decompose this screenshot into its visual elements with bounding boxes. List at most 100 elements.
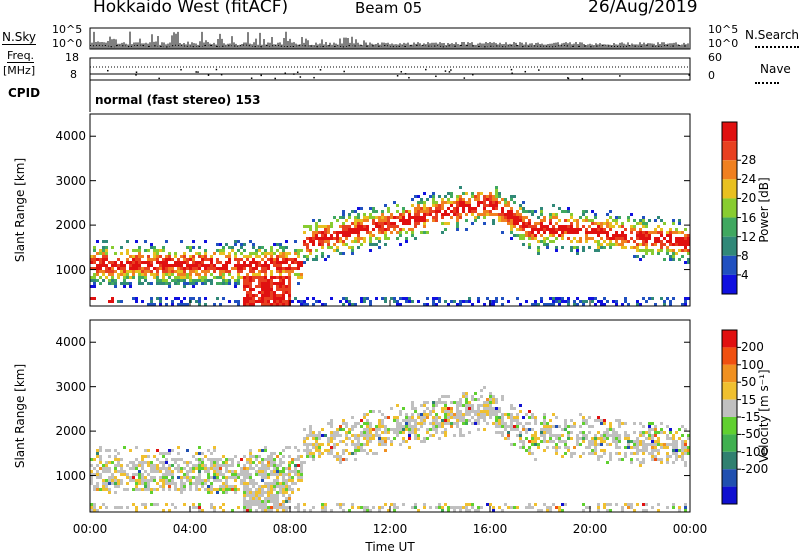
heat-cell: [348, 509, 351, 512]
heat-cell: [477, 297, 480, 300]
heat-cell: [363, 431, 366, 434]
heat-cell: [120, 473, 123, 476]
heat-cell: [366, 425, 369, 428]
heat-cell: [303, 449, 306, 452]
heat-cell: [441, 222, 444, 225]
heat-cell: [330, 422, 333, 425]
heat-cell: [255, 458, 258, 461]
heat-cell: [552, 503, 555, 506]
heat-cell: [522, 446, 525, 449]
heat-cell: [528, 503, 531, 506]
heat-cell: [336, 231, 339, 234]
heat-cell: [285, 267, 288, 270]
x-tick-label: 16:00: [472, 522, 508, 536]
heat-cell: [477, 416, 480, 419]
heat-cell: [288, 461, 291, 464]
heat-cell: [513, 195, 516, 198]
heat-cell: [180, 488, 183, 491]
heat-cell: [516, 216, 519, 219]
heat-cell: [549, 434, 552, 437]
heat-cell: [435, 425, 438, 428]
heat-cell: [432, 419, 435, 422]
heat-cell: [471, 506, 474, 509]
heat-cell: [342, 228, 345, 231]
heat-cell: [477, 410, 480, 413]
heat-cell: [168, 473, 171, 476]
heat-cell: [255, 294, 258, 297]
heat-cell: [216, 267, 219, 270]
heat-cell: [150, 464, 153, 467]
heat-cell: [378, 509, 381, 512]
heat-cell: [567, 425, 570, 428]
heat-cell: [396, 506, 399, 509]
heat-cell: [372, 234, 375, 237]
heat-cell: [588, 452, 591, 455]
heat-cell: [171, 264, 174, 267]
heat-cell: [396, 237, 399, 240]
heat-cell: [294, 261, 297, 264]
freq-dot: [425, 68, 427, 71]
heat-cell: [201, 461, 204, 464]
heat-cell: [375, 237, 378, 240]
heat-cell: [273, 264, 276, 267]
heat-cell: [357, 216, 360, 219]
heat-cell: [108, 476, 111, 479]
heat-cell: [456, 195, 459, 198]
heat-cell: [576, 297, 579, 300]
heat-cell: [564, 503, 567, 506]
heat-cell: [426, 210, 429, 213]
heat-cell: [564, 210, 567, 213]
colorbar-swatch: [722, 217, 737, 237]
heat-cell: [231, 470, 234, 473]
heat-cell: [324, 434, 327, 437]
heat-cell: [450, 192, 453, 195]
heat-cell: [477, 198, 480, 201]
heat-cell: [486, 398, 489, 401]
heat-cell: [444, 431, 447, 434]
heat-cell: [99, 458, 102, 461]
heat-cell: [276, 479, 279, 482]
heat-cell: [192, 467, 195, 470]
heat-cell: [603, 303, 606, 306]
heat-cell: [615, 440, 618, 443]
heat-cell: [159, 282, 162, 285]
heat-cell: [105, 276, 108, 279]
heat-cell: [114, 285, 117, 288]
heat-cell: [147, 488, 150, 491]
heat-cell: [252, 482, 255, 485]
heat-cell: [270, 482, 273, 485]
heat-cell: [543, 416, 546, 419]
heat-cell: [501, 509, 504, 512]
heat-cell: [555, 237, 558, 240]
heat-cell: [237, 270, 240, 273]
heat-cell: [579, 228, 582, 231]
heat-cell: [225, 264, 228, 267]
heat-cell: [585, 219, 588, 222]
heat-cell: [264, 467, 267, 470]
heat-cell: [564, 452, 567, 455]
heat-cell: [267, 285, 270, 288]
heat-cell: [372, 210, 375, 213]
heat-cell: [540, 509, 543, 512]
heat-cell: [222, 246, 225, 249]
heat-cell: [219, 243, 222, 246]
heat-cell: [192, 297, 195, 300]
heat-cell: [114, 464, 117, 467]
heat-cell: [630, 231, 633, 234]
heat-cell: [162, 261, 165, 264]
heat-cell: [252, 479, 255, 482]
heat-cell: [258, 485, 261, 488]
heat-cell: [204, 455, 207, 458]
heat-cell: [501, 416, 504, 419]
heat-cell: [279, 252, 282, 255]
heat-cell: [609, 503, 612, 506]
heat-cell: [156, 252, 159, 255]
heat-cell: [510, 207, 513, 210]
heat-cell: [678, 506, 681, 509]
heat-cell: [345, 431, 348, 434]
colorbar-tick-label: 100: [741, 357, 764, 372]
heat-cell: [306, 237, 309, 240]
heat-cell: [102, 482, 105, 485]
heat-cell: [210, 273, 213, 276]
heat-cell: [351, 222, 354, 225]
